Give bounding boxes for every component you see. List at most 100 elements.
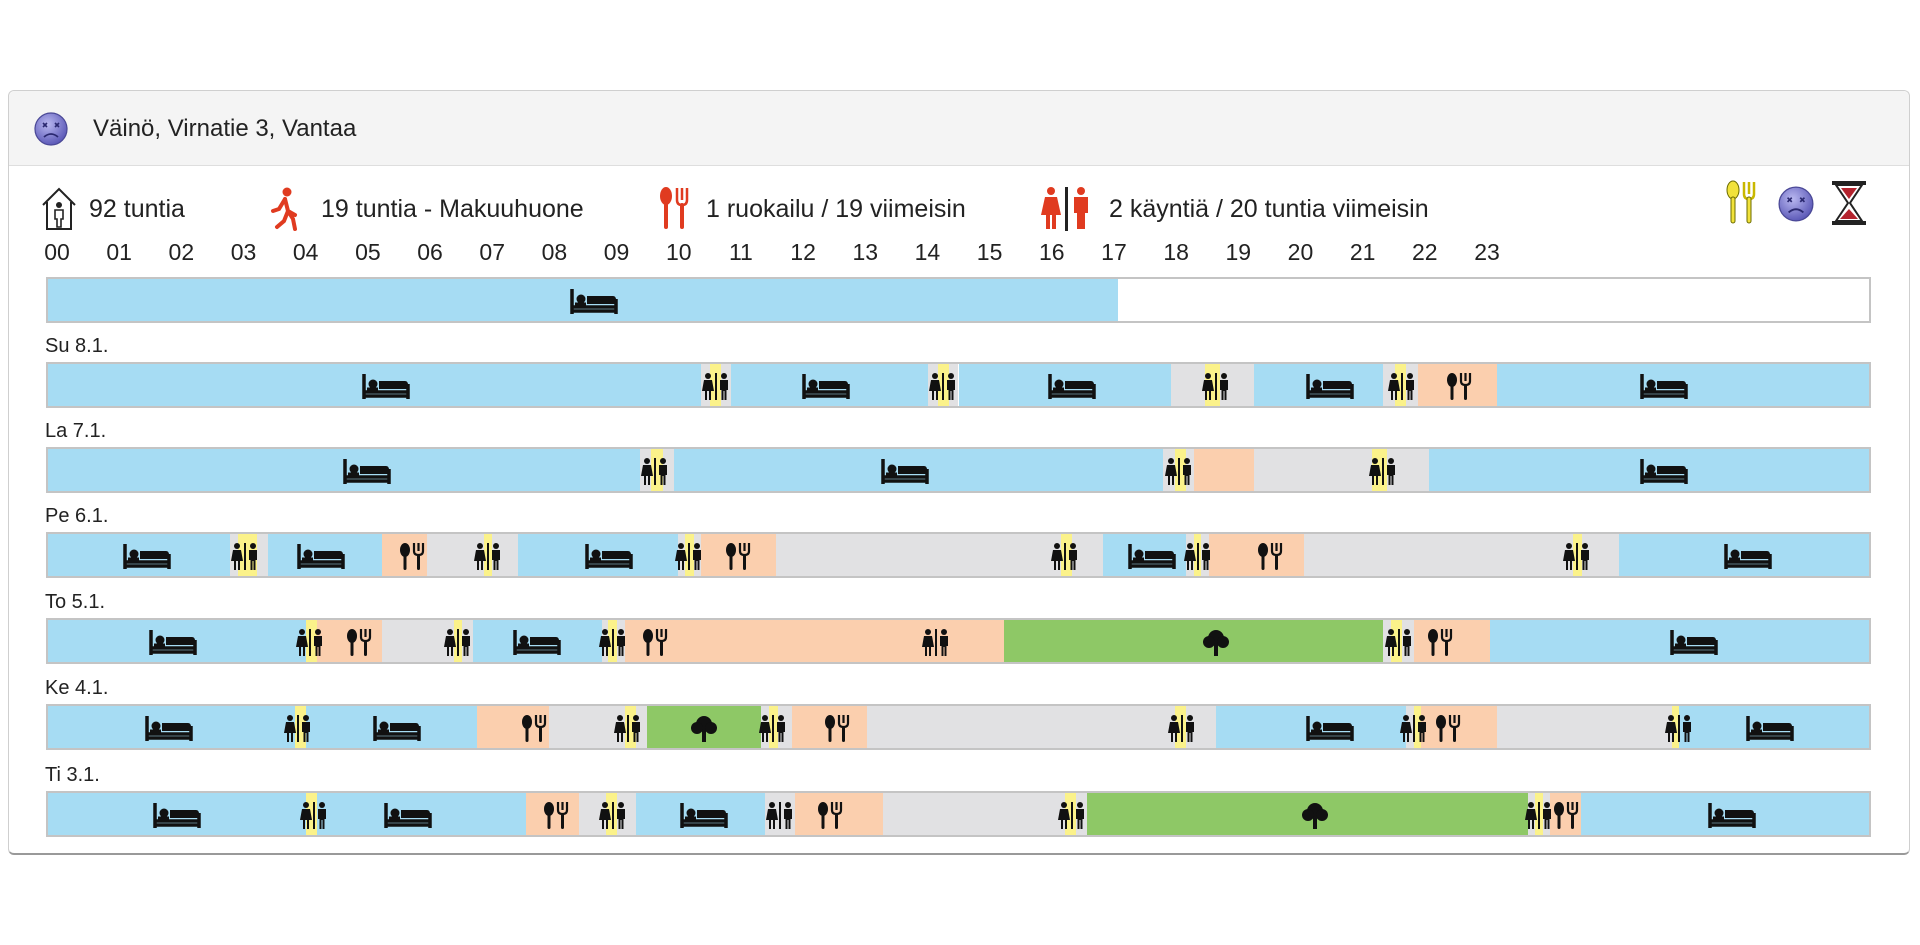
resident-activity-panel: Väinö, Virnatie 3, Vantaa 92 tuntia 19 t… (8, 90, 1910, 855)
toilet-icon (1514, 801, 1564, 829)
bed-icon (1127, 542, 1177, 570)
activity-segment-idle[interactable] (867, 706, 1217, 748)
hour-label: 00 (44, 239, 70, 265)
bed-icon (1047, 372, 1097, 400)
hour-label: 12 (790, 239, 816, 265)
activity-segment-meal[interactable] (1421, 706, 1498, 748)
home-person-icon (42, 187, 76, 230)
activity-segment-wc[interactable] (1064, 793, 1077, 835)
toilet-icon (918, 372, 968, 400)
bed-icon (569, 287, 619, 315)
toilet-icon (664, 542, 714, 570)
cutlery-icon (1434, 372, 1484, 400)
toilet-icon (1191, 372, 1241, 400)
bed-icon (1305, 372, 1355, 400)
activity-segment-sleep[interactable] (48, 534, 231, 576)
hour-label: 06 (417, 239, 443, 265)
toilet-icon (273, 714, 323, 742)
day-track[interactable] (46, 277, 1871, 323)
activity-segment-meal[interactable] (1413, 620, 1490, 662)
activity-segment-wc[interactable] (1671, 706, 1684, 748)
activity-segment-wc[interactable] (1413, 706, 1422, 748)
day-label: To 5.1. (45, 591, 106, 613)
meal-alert-icon[interactable] (1721, 179, 1761, 227)
cutlery-icon (1423, 714, 1473, 742)
bed-icon (801, 372, 851, 400)
hour-label: 20 (1287, 239, 1314, 265)
day-track[interactable] (46, 791, 1871, 837)
cutlery-icon (387, 542, 437, 570)
activity-segment-meal[interactable] (1417, 364, 1498, 406)
activity-segment-wc[interactable] (651, 449, 663, 491)
activity-segment-wc[interactable] (305, 620, 318, 662)
bed-icon (880, 457, 930, 485)
activity-segment-wc[interactable] (1174, 706, 1187, 748)
hour-label: 18 (1163, 239, 1189, 265)
hour-label: 14 (914, 239, 941, 265)
toilet-icon (588, 801, 638, 829)
activity-segment-meal[interactable] (1208, 534, 1304, 576)
toilet-icon (463, 542, 513, 570)
toilet-icon (1552, 542, 1602, 570)
tree-icon (679, 714, 729, 742)
day-label: Su 8.1. (45, 335, 109, 357)
activity-segment-sleep[interactable] (1580, 793, 1869, 835)
hour-label: 10 (665, 239, 692, 265)
sad-face-icon (34, 112, 68, 146)
toilet-icon (588, 628, 638, 656)
day-track[interactable] (46, 362, 1871, 408)
day-track[interactable] (46, 447, 1871, 493)
activity-segment-wc[interactable] (1174, 449, 1187, 491)
toilet-icon (1157, 714, 1207, 742)
sad-face-icon[interactable] (1777, 185, 1815, 223)
activity-segment-wc[interactable] (305, 793, 318, 835)
cutlery-icon (334, 628, 384, 656)
cutlery-icon (630, 628, 680, 656)
hour-label: 07 (479, 239, 505, 265)
activity-segment-meal[interactable] (700, 534, 777, 576)
activity-segment-meal[interactable] (313, 620, 382, 662)
activity-segment-wc[interactable] (1394, 364, 1407, 406)
tree-icon (1191, 628, 1241, 656)
hour-label: 16 (1038, 239, 1065, 265)
activity-segment-idle[interactable] (427, 534, 519, 576)
activity-segment-wc[interactable] (624, 706, 637, 748)
activity-segment-out[interactable] (1004, 620, 1384, 662)
toilet-icon (1041, 187, 1088, 231)
activity-segment-meal[interactable] (1193, 449, 1255, 491)
meal-stat-text: 1 ruokailu / 19 viimeisin (706, 195, 966, 223)
hour-label: 02 (168, 239, 195, 265)
bed-icon (122, 542, 172, 570)
activity-segment-wc[interactable] (1060, 534, 1073, 576)
toilet-icon (1654, 714, 1704, 742)
bed-icon (383, 801, 433, 829)
day-label: La 7.1. (45, 420, 107, 442)
cutlery-icon (1245, 542, 1295, 570)
activity-segment-idle[interactable] (776, 534, 1103, 576)
day-track[interactable] (46, 704, 1871, 750)
location-stat-text: 19 tuntia - Makuuhuone (321, 195, 584, 223)
bed-icon (148, 628, 198, 656)
hour-label: 22 (1412, 239, 1438, 265)
activity-segment-idle[interactable] (1497, 706, 1680, 748)
activity-segment-sleep[interactable] (48, 793, 526, 835)
day-track[interactable] (46, 618, 1871, 664)
activity-segment-wc[interactable] (1390, 620, 1403, 662)
activity-segment-sleep[interactable] (1216, 706, 1407, 748)
activity-segment-wc[interactable] (294, 706, 306, 748)
toilet-icon (1377, 372, 1427, 400)
activity-segment-wc[interactable] (605, 793, 618, 835)
day-track[interactable] (46, 532, 1871, 578)
hourglass-icon[interactable] (1829, 179, 1869, 227)
cutlery-icon (1415, 628, 1465, 656)
toilet-icon (630, 457, 680, 485)
activity-segment-idle[interactable] (882, 793, 1088, 835)
toilet-icon (1358, 457, 1408, 485)
cutlery-icon (713, 542, 763, 570)
bed-icon (1745, 714, 1795, 742)
walking-person-icon (271, 187, 297, 231)
activity-segment-sleep[interactable] (958, 364, 1171, 406)
bed-icon (296, 542, 346, 570)
bed-icon (1723, 542, 1773, 570)
activity-segment-idle[interactable] (1254, 449, 1429, 491)
